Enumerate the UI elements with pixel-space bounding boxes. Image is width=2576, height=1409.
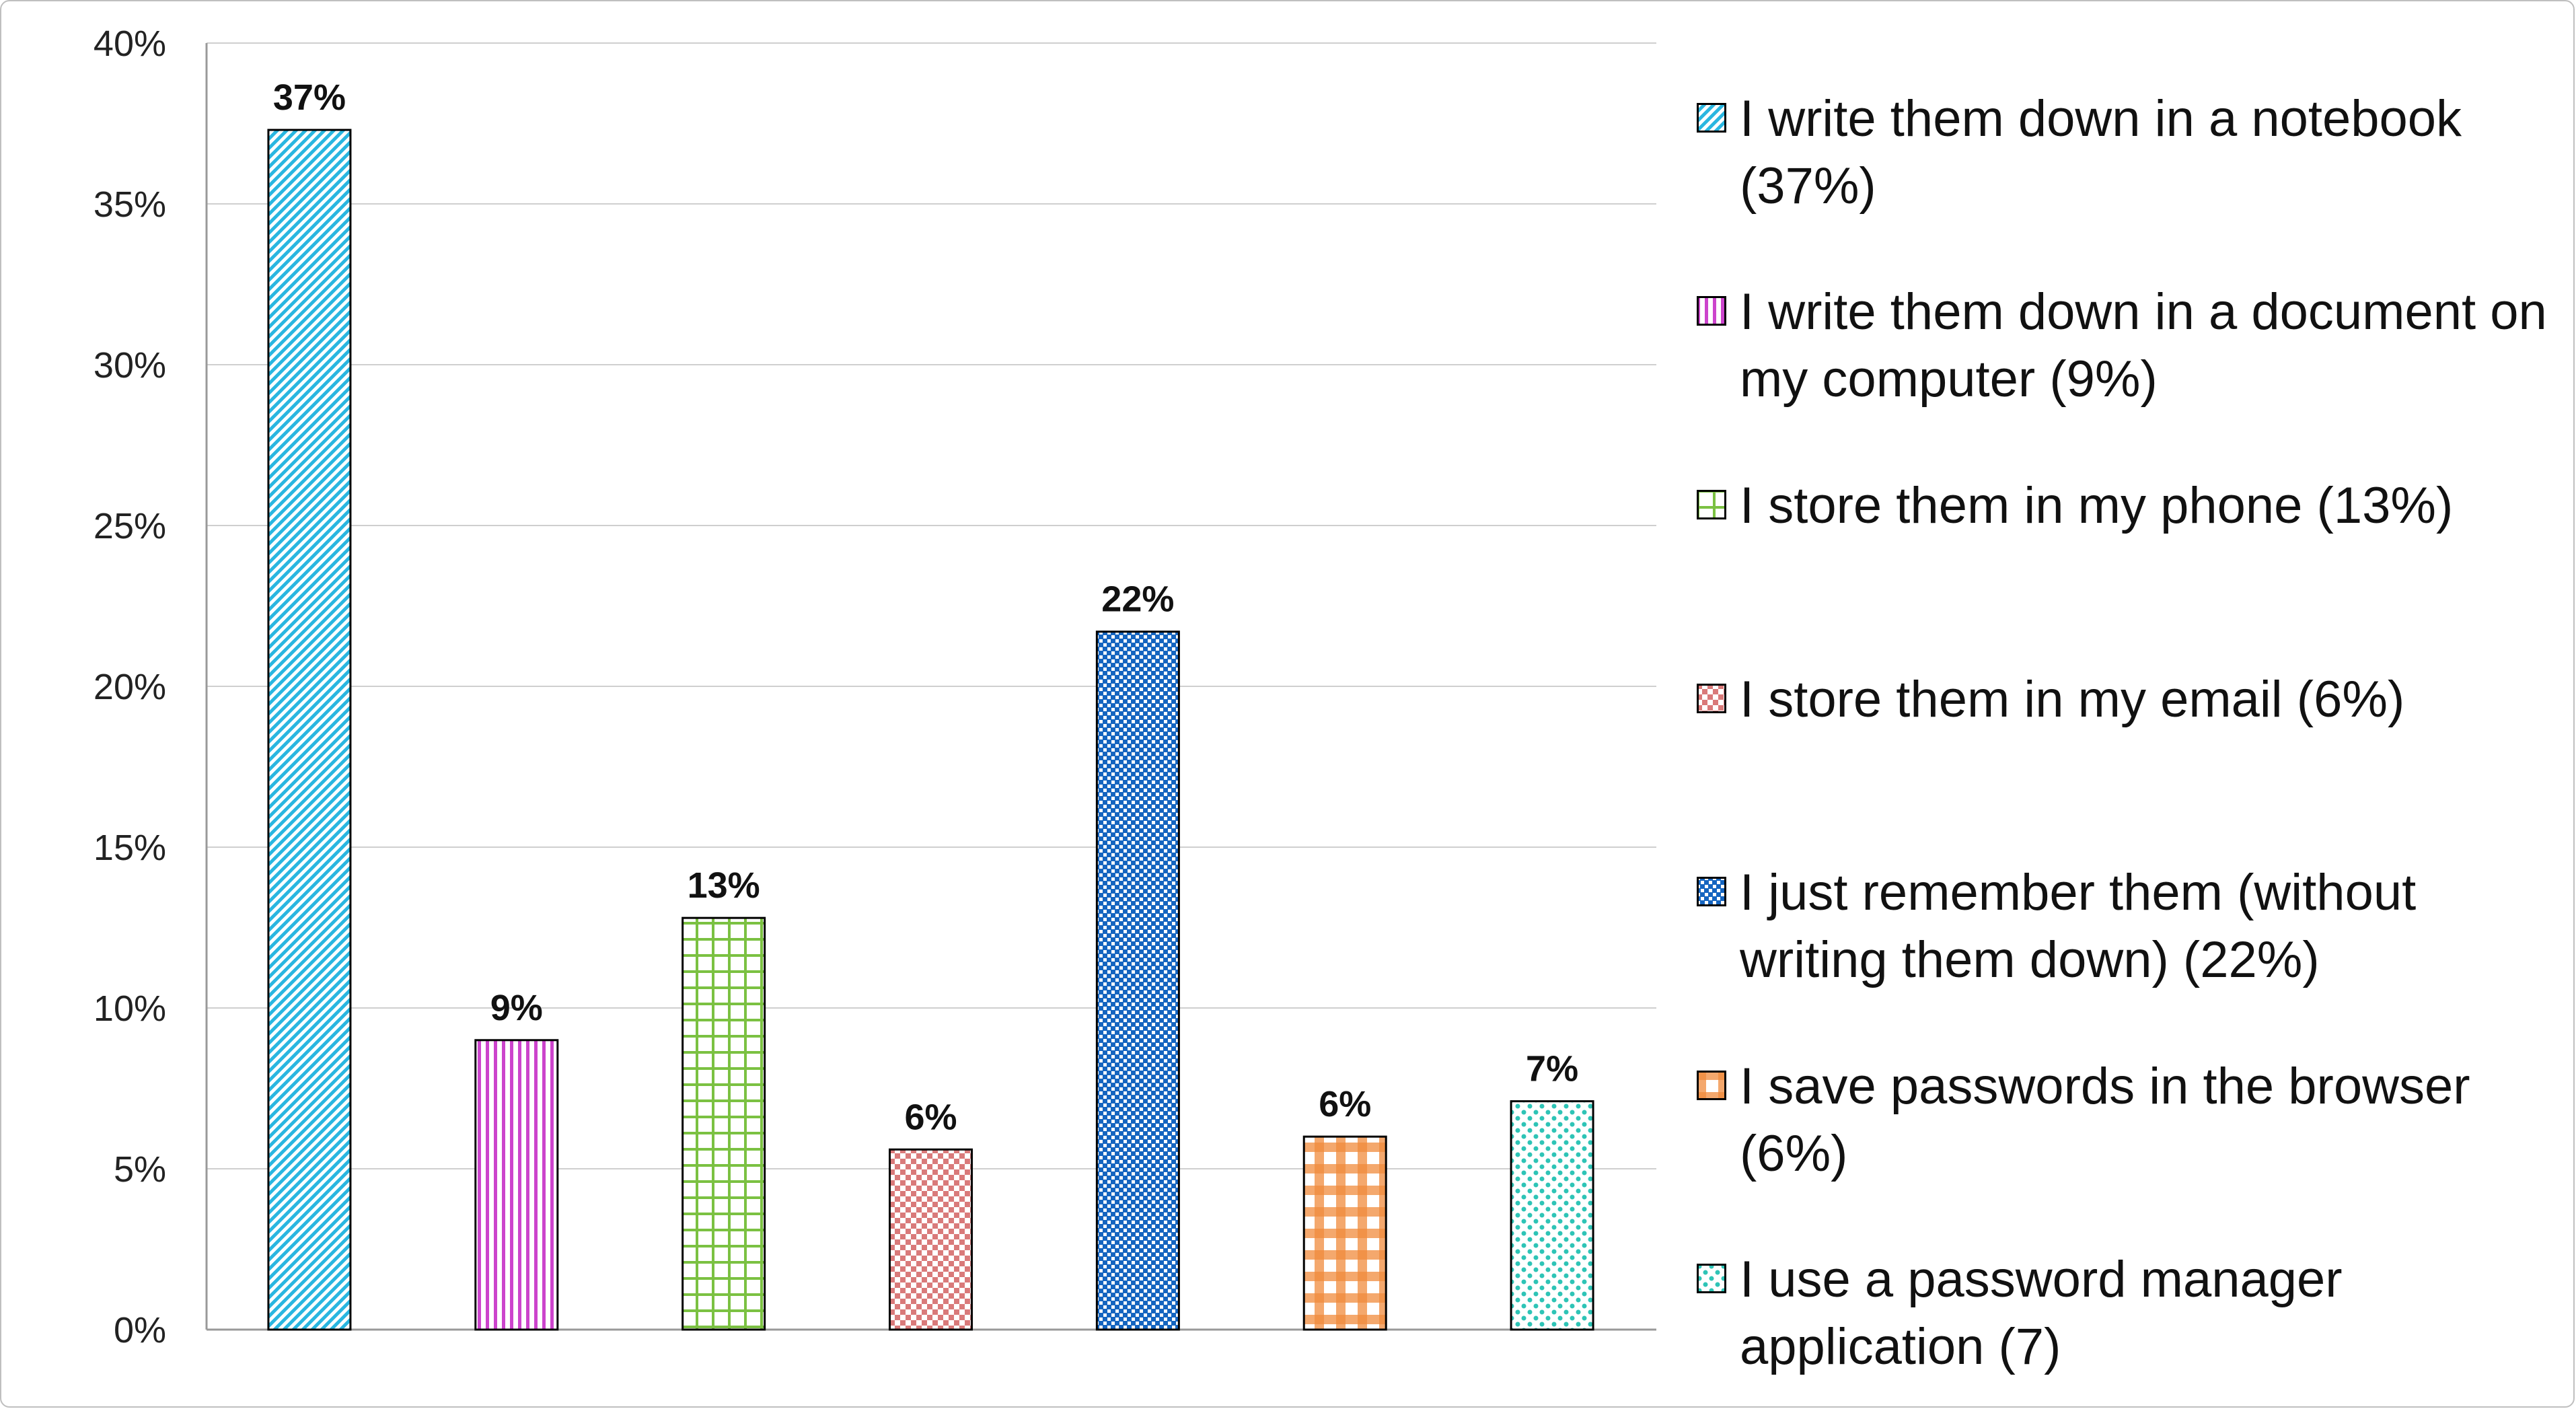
legend-swatch-fill: [1697, 684, 1726, 713]
legend-label: I just remember them (without writing th…: [1740, 864, 2417, 988]
legend-swatch-fill: [1697, 877, 1726, 906]
legend-label: I use a password manager application (7): [1740, 1251, 2343, 1375]
legend-swatch: [1697, 877, 1726, 906]
data-label-6: 6%: [1319, 1084, 1371, 1124]
bar-2: [474, 1039, 559, 1331]
bar-7: [1510, 1100, 1594, 1331]
bar-4: [889, 1148, 973, 1331]
legend-swatch: [1697, 1071, 1726, 1100]
y-tick-label: 0%: [114, 1310, 166, 1350]
legend-item: I save passwords in the browser (6%): [1697, 1053, 2565, 1188]
legend-label: I store them in my email (6%): [1740, 671, 2405, 728]
data-labels: 37% 9% 13% 6% 22% 6% 7%: [273, 77, 1578, 1137]
bars: [267, 129, 1594, 1331]
legend-label: I store them in my phone (13%): [1740, 477, 2454, 534]
legend-swatch-fill: [1697, 1071, 1726, 1100]
legend-swatch-fill: [1697, 1264, 1726, 1293]
y-tick-label: 30%: [94, 345, 166, 386]
bar-1: [267, 129, 352, 1331]
legend-item: I write them down in a document on my co…: [1697, 279, 2565, 413]
legend-swatch: [1697, 296, 1726, 326]
data-label-2: 9%: [490, 988, 543, 1028]
legend-swatch: [1697, 103, 1726, 133]
y-tick-label: 25%: [94, 506, 166, 546]
bar-chart-plot: 0% 5% 10% 15% 20% 25% 30% 35% 40% 37% 9% 13% 6% 22% 6…: [94, 24, 1656, 1350]
gridlines: [207, 42, 1656, 1169]
y-tick-label: 5%: [114, 1149, 166, 1190]
legend: I write them down in a notebook (37%) I w…: [1697, 1, 2565, 1406]
legend-item: I store them in my email (6%): [1697, 666, 2565, 733]
data-label-4: 6%: [904, 1097, 957, 1137]
legend-label: I write them down in a notebook (37%): [1740, 90, 2462, 215]
legend-swatch-fill: [1697, 296, 1726, 326]
bar-6: [1302, 1135, 1387, 1331]
legend-item: I write them down in a notebook (37%): [1697, 85, 2565, 220]
data-label-1: 37%: [273, 77, 346, 118]
y-tick-label: 20%: [94, 667, 166, 707]
legend-swatch-fill: [1697, 490, 1726, 519]
y-tick-label: 10%: [94, 988, 166, 1029]
legend-item: I store them in my phone (13%): [1697, 472, 2565, 540]
legend-item: I just remember them (without writing th…: [1697, 859, 2565, 994]
legend-label: I save passwords in the browser (6%): [1740, 1058, 2470, 1182]
y-tick-label: 40%: [94, 24, 166, 64]
bar-3: [682, 916, 766, 1331]
legend-swatch-fill: [1697, 103, 1726, 133]
legend-swatch: [1697, 490, 1726, 519]
legend-item: I use a password manager application (7): [1697, 1246, 2565, 1381]
legend-swatch: [1697, 1264, 1726, 1293]
y-axis-tick-labels: 0% 5% 10% 15% 20% 25% 30% 35% 40%: [94, 24, 166, 1350]
bar-5: [1095, 630, 1180, 1331]
data-label-5: 22%: [1101, 579, 1174, 620]
data-label-3: 13%: [688, 865, 760, 906]
legend-swatch: [1697, 684, 1726, 713]
y-tick-label: 35%: [94, 184, 166, 225]
y-tick-label: 15%: [94, 828, 166, 868]
legend-label: I write them down in a document on my co…: [1740, 283, 2547, 408]
data-label-7: 7%: [1526, 1049, 1578, 1089]
